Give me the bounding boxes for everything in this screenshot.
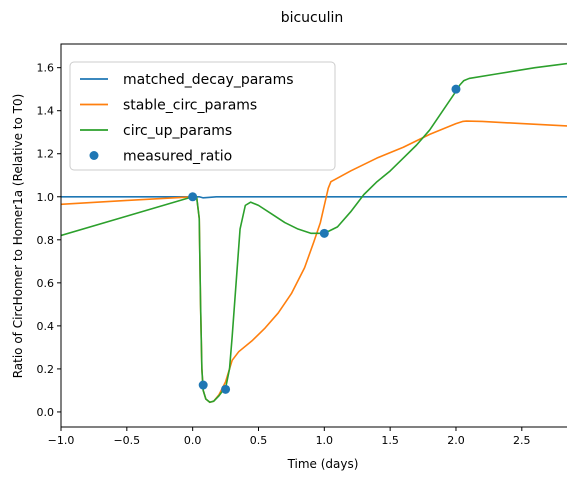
data-point-measured-ratio xyxy=(188,192,198,202)
chart-title: bicuculin xyxy=(281,10,344,26)
x-tick-label: 1.0 xyxy=(316,434,334,447)
x-axis-label: Time (days) xyxy=(287,457,359,471)
y-axis: 0.0 0.2 0.4 0.6 0.8 1.0 1.2 1.4 1.6 xyxy=(37,62,61,419)
x-tick-label: 1.5 xyxy=(381,434,399,447)
y-tick-label: 0.2 xyxy=(37,363,55,376)
x-tick-label: 2.5 xyxy=(513,434,531,447)
x-tick-label: −0.5 xyxy=(113,434,140,447)
legend-label: matched_decay_params xyxy=(123,72,294,88)
legend: matched_decay_params stable_circ_paramsci… xyxy=(69,61,336,171)
legend-label: circ_up_params xyxy=(123,123,232,139)
y-tick-label: 0.4 xyxy=(37,320,55,333)
legend-label: measured_ratio xyxy=(123,149,232,165)
legend-label: stable_circ_params xyxy=(123,98,257,114)
x-axis: −1.0 −0.5 0.0 0.5 1.0 1.5 2.0 2.5 xyxy=(48,427,531,447)
x-tick-label: 0.5 xyxy=(250,434,268,447)
y-tick-label: 0.8 xyxy=(37,234,55,247)
y-tick-label: 1.4 xyxy=(37,105,55,118)
x-tick-label: 0.0 xyxy=(184,434,202,447)
data-point-measured-ratio xyxy=(198,380,208,390)
legend-marker xyxy=(89,151,99,160)
series-line-matched-decay-params xyxy=(61,195,567,199)
legend-box xyxy=(69,61,336,171)
data-point-measured-ratio xyxy=(221,384,231,394)
x-tick-label: −1.0 xyxy=(48,434,75,447)
x-tick-label: 2.0 xyxy=(447,434,465,447)
plot-frame xyxy=(60,43,567,428)
y-tick-label: 0.0 xyxy=(37,406,55,419)
y-tick-label: 1.2 xyxy=(37,148,55,161)
data-point-measured-ratio xyxy=(319,228,329,238)
y-axis-label: Ratio of CircHomer to Homer1a (Relative … xyxy=(11,94,25,379)
y-tick-label: 0.6 xyxy=(37,277,55,290)
data-point-measured-ratio xyxy=(451,84,461,94)
y-tick-label: 1.6 xyxy=(37,62,55,75)
y-tick-label: 1.0 xyxy=(37,191,55,204)
